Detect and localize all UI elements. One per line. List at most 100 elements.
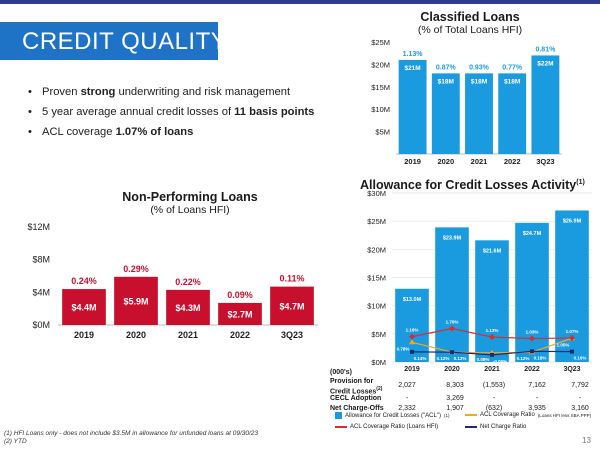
acl-x-tick: 2019 (404, 366, 420, 373)
table-cell: 3,269 (446, 395, 464, 402)
table-cell: 7,792 (571, 382, 589, 389)
acl-sba-ratio-point (409, 339, 415, 345)
acl-bar-label: $21.6M (483, 248, 502, 254)
legend-item: Allowance for Credit Losses ("ACL") (1) (335, 412, 449, 419)
table-cell: (1,553) (482, 382, 506, 389)
acl-y-tick: $5M (371, 330, 386, 339)
classified-x-tick: 2021 (471, 157, 488, 166)
acl-ratio-point (449, 325, 455, 332)
npl-bar (270, 286, 314, 325)
acl-bar (475, 240, 509, 362)
table-cell: 8,303 (446, 382, 464, 389)
npl-bar (62, 289, 106, 325)
footnotes: (1) HFI Loans only - does not include $3… (4, 430, 364, 446)
acl-chart-title: Allowance for Credit Losses Activity(1) (360, 178, 585, 192)
bullet-dot: • (28, 86, 32, 98)
npl-pct-label: 0.24% (71, 276, 97, 286)
acl-x-tick: 3Q23 (563, 366, 580, 373)
acl-y-tick: $30M (367, 189, 386, 198)
acl-ratio-point (409, 333, 415, 340)
classified-bar (398, 59, 427, 154)
npl-x-tick: 2022 (230, 330, 250, 340)
classified-y-tick: $25M (371, 38, 390, 47)
page-number: 13 (582, 436, 591, 445)
npl-x-tick: 3Q23 (281, 330, 303, 340)
npl-x-tick: 2021 (178, 330, 198, 340)
classified-pct-label: 0.87% (436, 64, 457, 71)
acl-bar (395, 288, 429, 362)
acl-nco-ratio-point (530, 349, 534, 354)
classified-y-tick: $15M (371, 83, 390, 92)
npl-y-tick: $8M (32, 255, 50, 265)
table-cell: - (405, 395, 409, 402)
table-cell: 7,162 (528, 382, 546, 389)
acl-y-tick: $20M (367, 245, 386, 254)
acl-bar (435, 227, 469, 362)
classified-y-tick: $10M (371, 105, 390, 114)
acl-x-tick: 2022 (524, 366, 540, 373)
bullet-dot: • (28, 106, 32, 118)
acl-nco-ratio-label: 0.12% (454, 356, 467, 361)
npl-bar-label: $4.7M (279, 301, 304, 311)
acl-nco-ratio-label: 0.16% (574, 356, 587, 361)
acl-ratio-label: 1.16% (406, 328, 419, 333)
table-cell: - (535, 395, 539, 402)
acl-legend: Allowance for Credit Losses ("ACL") (1) AC… (335, 412, 600, 440)
npl-pct-label: 0.22% (175, 277, 201, 287)
acl-ratio-label: 1.07% (566, 329, 579, 334)
npl-bar-label: $4.4M (71, 303, 96, 313)
table-row-label: Credit Losses(2) (330, 386, 383, 396)
classified-pct-label: 1.13% (403, 51, 424, 58)
table-cell: (632) (485, 405, 503, 412)
classified-bar-label: $22M (537, 60, 553, 67)
legend-item: ACL Coverage Ratio (Loans HFI) (335, 424, 438, 430)
classified-bar-label: $21M (404, 65, 420, 72)
table-row-label: Net Charge-Offs (330, 405, 384, 412)
acl-y-tick: $15M (367, 274, 386, 283)
bullet-item: • ACL coverage 1.07% of loans (28, 122, 338, 142)
classified-x-tick: 2022 (504, 157, 521, 166)
bullet-item: • 5 year average annual credit losses of … (28, 102, 338, 122)
legend-swatch (335, 426, 347, 428)
acl-x-tick: 2021 (484, 366, 500, 373)
acl-bar-label: $24.7M (523, 231, 542, 237)
npl-x-tick: 2019 (74, 330, 94, 340)
npl-bar (218, 302, 262, 325)
table-row-label: Provision for (330, 378, 374, 385)
classified-pct-label: 0.77% (502, 64, 523, 71)
acl-bar-label: $23.9M (443, 235, 462, 241)
npl-y-tick: $0M (32, 320, 50, 330)
classified-pct-label: 0.81% (535, 46, 556, 53)
acl-sba-ratio-label: 0.08% (477, 357, 490, 362)
npl-x-tick: 2020 (126, 330, 146, 340)
acl-x-tick: 2020 (444, 366, 460, 373)
npl-pct-label: 0.29% (123, 264, 149, 274)
table-row-label-sup: (2) (376, 386, 383, 392)
legend-label-sup: (1) (443, 413, 450, 418)
acl-ratio-point (529, 335, 535, 342)
npl-y-tick: $12M (27, 222, 50, 232)
acl-activity-table: (000's) Provision for Credit Losses(2) 2,02… (330, 369, 600, 414)
classified-x-tick: 2019 (404, 157, 421, 166)
classified-bar (498, 73, 527, 154)
acl-ratio-point (569, 334, 575, 341)
npl-bar-label: $5.9M (123, 296, 148, 306)
npl-chart-subtitle: (% of Loans HFI) (150, 204, 230, 216)
classified-bar-label: $18M (438, 78, 454, 85)
npl-bar (114, 276, 158, 325)
table-cell: - (492, 395, 496, 402)
acl-bar-label: $13.0M (403, 297, 422, 303)
acl-nco-ratio-label: -0.06% (493, 359, 507, 364)
footnote-1: (1) HFI Loans only - does not include $3… (4, 430, 259, 437)
acl-nco-ratio-point (410, 349, 414, 354)
table-cell: - (578, 395, 582, 402)
slide-title: CREDIT QUALITY (22, 28, 228, 55)
classified-chart-title: Classified Loans (420, 10, 520, 24)
classified-bar (531, 55, 560, 154)
acl-ratio-point (489, 334, 495, 341)
legend-label: Net Charge Ratio (480, 424, 527, 430)
npl-chart-title: Non-Performing Loans (122, 190, 258, 204)
acl-nco-ratio-point (570, 349, 574, 354)
acl-y-tick: $0M (371, 358, 386, 367)
table-cell: 1,907 (446, 405, 464, 412)
